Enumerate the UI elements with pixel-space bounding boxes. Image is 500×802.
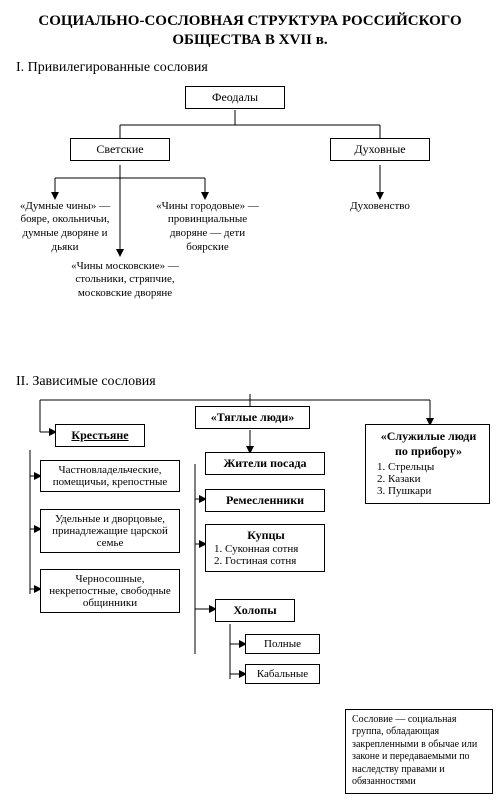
node-remes: Ремесленники xyxy=(205,489,325,512)
node-k1: Частновладельческие, помещичьи, крепостн… xyxy=(40,460,180,492)
node-k2: Удельные и дворцовые, принадлежащие царс… xyxy=(40,509,180,553)
node-duhovnye: Духовные xyxy=(330,138,430,161)
section-2-heading: II. Зависимые сословия xyxy=(0,370,500,394)
kuptsy-title: Купцы xyxy=(214,528,318,543)
sluzh-item-2: Казаки xyxy=(388,473,483,485)
leaf-dumnye: «Думные чины» — бояре, окольничьи, думны… xyxy=(10,200,120,255)
node-kuptsy: Купцы 1. Суконная сотня 2. Гостиная сотн… xyxy=(205,524,325,572)
node-svetskie: Светские xyxy=(70,138,170,161)
sluzh-item-3: Пушкари xyxy=(388,485,483,497)
kuptsy-item-1: 1. Суконная сотня xyxy=(214,543,318,555)
diagram-section-1: Феодалы Светские Духовные «Думные чины» … xyxy=(0,80,500,370)
kuptsy-item-2: 2. Гостиная сотня xyxy=(214,555,318,567)
node-tyaglye: «Тяглые люди» xyxy=(195,406,310,429)
leaf-mosk: «Чины московские» — стольники, стряпчие,… xyxy=(70,260,180,301)
sluzh-item-1: Стрельцы xyxy=(388,461,483,473)
node-sluzh: «Служилые люди по прибору» Стрельцы Каза… xyxy=(365,424,490,504)
note-soslovie: Сословие — социальная группа, обладающая… xyxy=(345,709,493,794)
node-zhiteli: Жители посада xyxy=(205,452,325,475)
leaf-gorod: «Чины городовые» — провинциальные дворян… xyxy=(150,200,265,255)
node-feodaly: Феодалы xyxy=(185,86,285,109)
page-title: СОЦИАЛЬНО-СОСЛОВНАЯ СТРУКТУРА РОССИЙСКОГ… xyxy=(0,0,500,56)
node-krestyane: Крестьяне xyxy=(55,424,145,447)
diagram-section-2: «Тяглые люди» Крестьяне Частновладельчес… xyxy=(0,394,500,794)
node-holopy: Холопы xyxy=(215,599,295,622)
sluzh-title: «Служилые люди по прибору» xyxy=(374,429,483,459)
leaf-duhovenstvo: Духовенство xyxy=(330,200,430,214)
node-k3: Черносошные, некрепостные, свободные общ… xyxy=(40,569,180,613)
section-1-heading: I. Привилегированные сословия xyxy=(0,56,500,80)
node-hol2: Кабальные xyxy=(245,664,320,684)
node-hol1: Полные xyxy=(245,634,320,654)
